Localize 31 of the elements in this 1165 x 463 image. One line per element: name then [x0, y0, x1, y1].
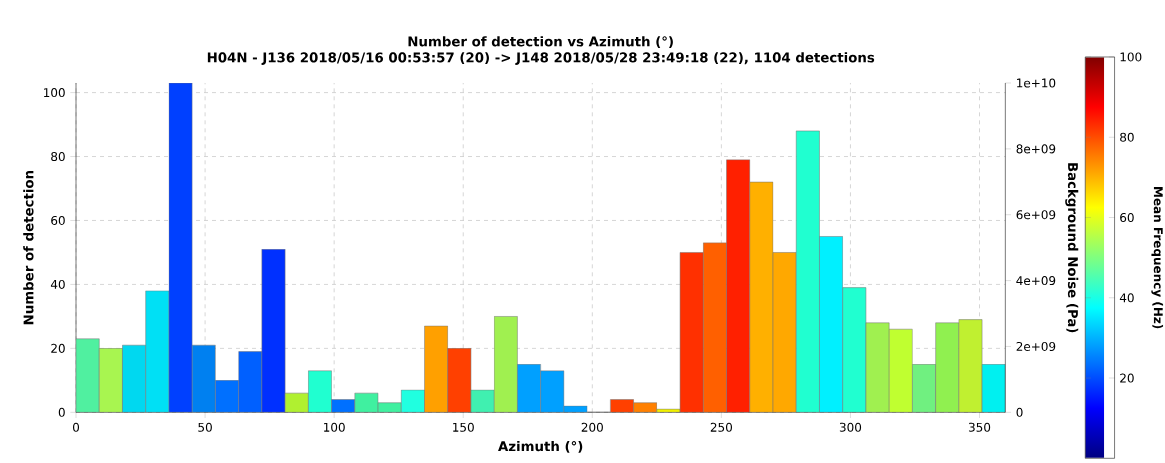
- y-tick-label: 100: [44, 88, 65, 98]
- y2-tick-label: 4e+09: [1016, 276, 1056, 286]
- y2-axis-title: Background Noise (Pa): [1065, 163, 1079, 333]
- y-tick-label: 80: [51, 151, 65, 162]
- y2-tick-label: 2e+09: [1016, 341, 1056, 351]
- x-tick-label: 50: [198, 422, 212, 432]
- color-bar-label: 20: [1120, 373, 1134, 383]
- color-bar-label: 60: [1120, 212, 1134, 223]
- y2-tick-label: 8e+09: [1016, 144, 1056, 154]
- color-bar-label: 40: [1119, 293, 1134, 303]
- x-tick-label: 350: [968, 422, 991, 432]
- y-axis-title: Number of detection: [23, 170, 34, 325]
- y-tick-label: 20: [51, 343, 65, 353]
- x-tick-label: 0: [72, 422, 80, 432]
- chart-title: Number of detection vs Azimuth (°): [408, 36, 673, 49]
- y-tick-label: 60: [51, 215, 65, 226]
- x-tick-label: 150: [453, 422, 474, 432]
- x-tick-label: 300: [839, 422, 862, 432]
- y2-tick-label: 0: [1016, 407, 1023, 417]
- color-bar-label: 80: [1120, 132, 1134, 142]
- y2-tick-label: 6e+09: [1016, 210, 1056, 220]
- x-tick-label: 200: [581, 422, 603, 432]
- y-tick-label: 40: [50, 279, 65, 289]
- x-tick-label: 100: [324, 422, 345, 432]
- chart-subtitle: H04N - J136 2018/05/16 00:53:57 (20) -> J148 2018/05/28 23:49:18 (22), 1104 detections: [207, 52, 875, 65]
- x-axis-title: Azimuth (°): [498, 440, 583, 453]
- x-tick-label: 250: [710, 422, 733, 432]
- color-bar-title: Mean Frequency (Hz): [1151, 187, 1164, 329]
- color-bar-label: 100: [1120, 52, 1142, 62]
- y2-tick-label: 1e+10: [1017, 78, 1056, 88]
- y-tick-label: 0: [58, 407, 65, 417]
